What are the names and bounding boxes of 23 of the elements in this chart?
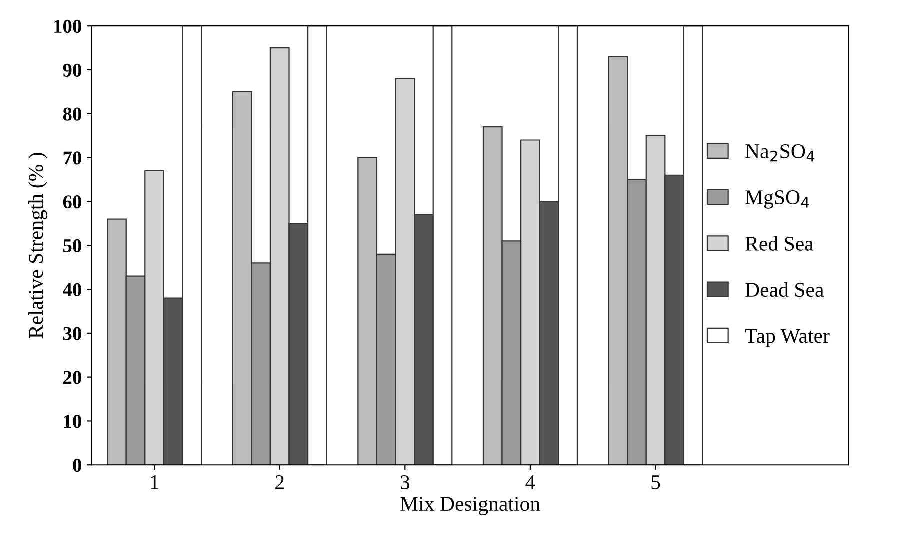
- y-tick-label: 20: [64, 371, 82, 384]
- y-tick-label: 50: [64, 239, 82, 253]
- x-tick-label: 4: [526, 476, 536, 490]
- x-tick-label: 3: [400, 476, 410, 490]
- legend-label: MgSO$_{4}$: [746, 190, 810, 209]
- legend-label: Dead Sea: [746, 282, 824, 298]
- legend-label: Red Sea: [746, 236, 814, 251]
- y-tick-label: 0: [73, 458, 82, 472]
- legend-label: Tap Water: [745, 329, 830, 348]
- y-tick-label: 90: [63, 64, 82, 77]
- y-tick-label: 10: [64, 415, 82, 428]
- legend-label: Na$_{2}$SO$_{4}$: [746, 144, 815, 162]
- y-tick-label: 80: [63, 108, 82, 121]
- x-tick-label: 2: [276, 476, 284, 490]
- y-tick-label: 40: [63, 283, 82, 296]
- y-tick-label: 70: [64, 152, 82, 165]
- y-tick-label: 30: [63, 327, 82, 340]
- x-axis-title: Mix Designation: [400, 497, 540, 516]
- x-tick-label: 1: [151, 476, 159, 490]
- y-tick-label: 60: [63, 196, 82, 209]
- y-axis-title: Relative Strength (% ): [28, 153, 48, 338]
- x-tick-label: 5: [652, 476, 660, 490]
- y-tick-label: 100: [54, 20, 82, 34]
